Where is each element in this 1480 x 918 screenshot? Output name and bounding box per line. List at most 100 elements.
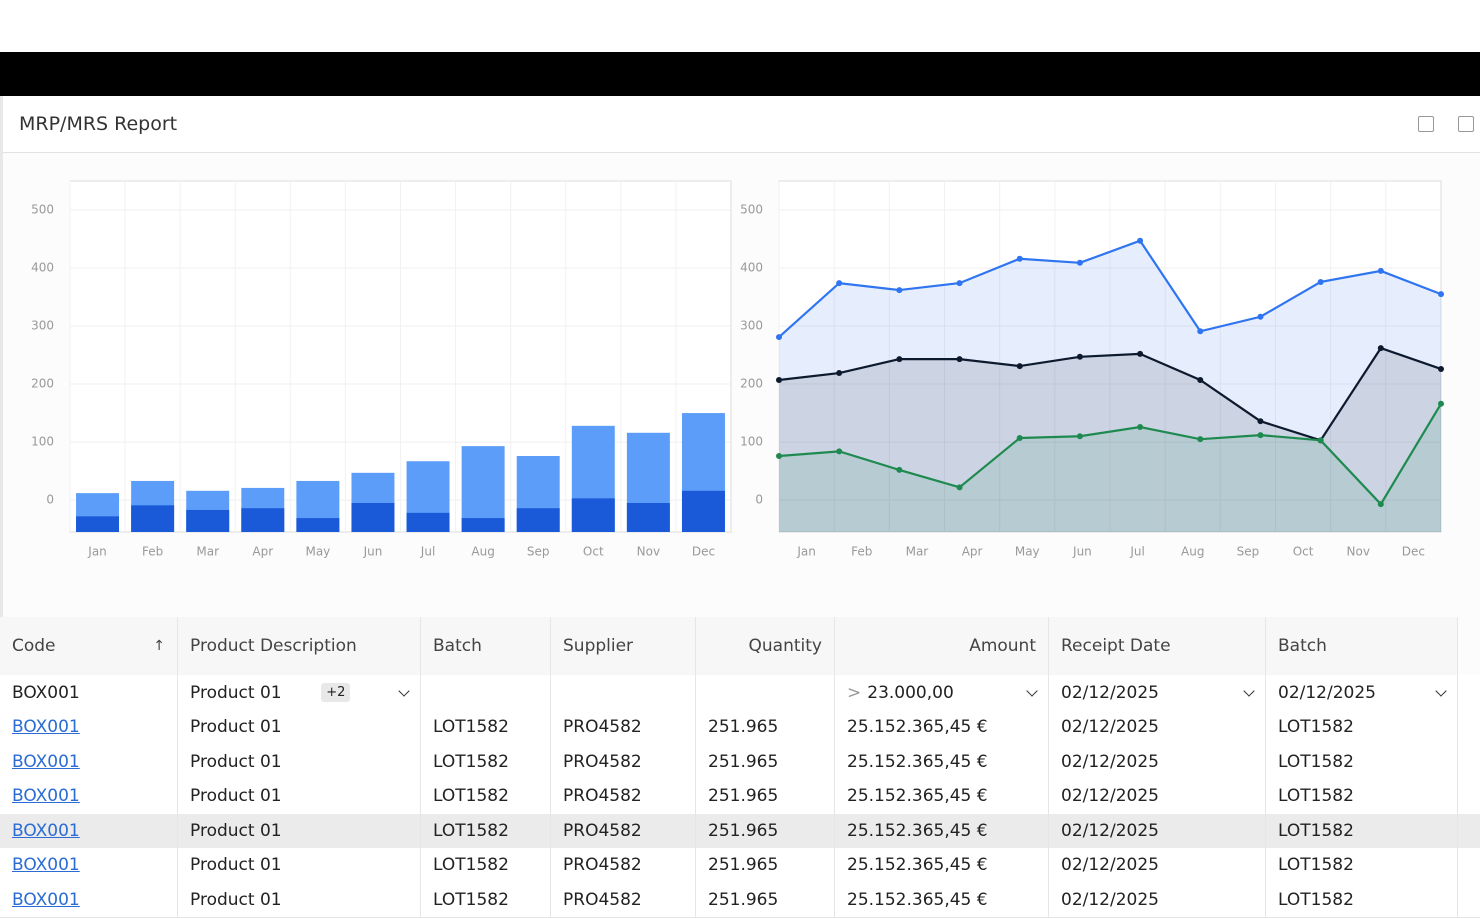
filter-value[interactable]: 23.000,00 <box>867 683 954 703</box>
sort-arrow: ↑ <box>153 638 165 654</box>
filter-value[interactable]: 02/12/2025 <box>1278 683 1376 703</box>
point <box>776 377 782 383</box>
cell-text: Product 01 <box>190 890 282 910</box>
cell: >23.000,00 <box>835 675 1049 710</box>
point <box>896 356 902 362</box>
column-header[interactable]: Batch <box>1278 636 1327 656</box>
point <box>1438 291 1444 297</box>
cell: 02/12/2025 <box>1049 848 1266 883</box>
cell-text: 251.965 <box>708 890 778 910</box>
column-header[interactable]: Receipt Date <box>1061 636 1171 656</box>
x-tick-label: Feb <box>851 545 872 559</box>
dropdown-arrow[interactable] <box>1243 685 1254 696</box>
bar <box>76 516 119 532</box>
cell: Product Description <box>178 617 421 675</box>
cell: LOT1582 <box>421 848 551 883</box>
y-tick-label: 500 <box>740 203 763 217</box>
filter-operator: > <box>847 683 861 703</box>
x-tick-label: Dec <box>692 545 715 559</box>
cell-text: Product 01 <box>190 752 282 772</box>
filter-value[interactable]: Product 01 <box>190 683 282 703</box>
x-tick-label: Nov <box>637 545 660 559</box>
column-header[interactable]: Supplier <box>563 636 633 656</box>
point <box>1017 435 1023 441</box>
cell-text: 25.152.365,45 € <box>847 786 988 806</box>
filter-value[interactable]: 02/12/2025 <box>1061 683 1159 703</box>
cell: LOT1582 <box>1266 883 1458 918</box>
cell-text: 25.152.365,45 € <box>847 752 988 772</box>
dropdown-arrow[interactable] <box>1435 685 1446 696</box>
x-tick-label: May <box>1015 545 1040 559</box>
cell-text: Product 01 <box>190 786 282 806</box>
point <box>957 484 963 490</box>
cell: Product 01 <box>178 779 421 814</box>
point <box>1378 501 1384 507</box>
cell: 251.965 <box>696 848 835 883</box>
code-link[interactable]: BOX001 <box>12 890 80 910</box>
column-header[interactable]: Quantity <box>749 636 822 656</box>
y-tick-label: 400 <box>740 261 763 275</box>
cell: Supplier <box>551 617 696 675</box>
cell-text: 25.152.365,45 € <box>847 717 988 737</box>
cell: Batch <box>421 617 551 675</box>
cell-text: 02/12/2025 <box>1061 821 1159 841</box>
bar <box>517 508 560 532</box>
code-link[interactable]: BOX001 <box>12 786 80 806</box>
cell: Product 01 <box>178 883 421 918</box>
column-header[interactable]: Batch <box>433 636 482 656</box>
code-link[interactable]: BOX001 <box>12 855 80 875</box>
point <box>1197 436 1203 442</box>
code-link[interactable]: BOX001 <box>12 821 80 841</box>
cell: LOT1582 <box>421 710 551 745</box>
cell-text: PRO4582 <box>563 752 642 772</box>
bar <box>131 505 174 532</box>
y-tick-label: 200 <box>740 377 763 391</box>
cell: 02/12/2025 <box>1049 745 1266 780</box>
bar <box>407 513 450 532</box>
dropdown-arrow[interactable] <box>398 685 409 696</box>
cell: PRO4582 <box>551 779 696 814</box>
filter-value[interactable]: BOX001 <box>12 683 80 703</box>
column-header[interactable]: Product Description <box>190 636 357 656</box>
filter-badge: +2 <box>321 683 350 702</box>
y-tick-label: 500 <box>31 203 54 217</box>
code-link[interactable]: BOX001 <box>12 752 80 772</box>
column-header[interactable]: Code <box>12 636 56 656</box>
x-tick-label: Oct <box>1293 545 1314 559</box>
point <box>1077 433 1083 439</box>
cell-text: PRO4582 <box>563 786 642 806</box>
header-row: Code ↑ Product Description Batch Supplier Qua… <box>0 617 1480 676</box>
cell: Product 01 <box>178 814 421 849</box>
cell: 02/12/2025 <box>1049 814 1266 849</box>
cell-text: LOT1582 <box>433 890 509 910</box>
cell: BOX001 <box>0 883 178 918</box>
cell: 251.965 <box>696 814 835 849</box>
bar <box>186 510 229 532</box>
point <box>1077 260 1083 266</box>
cell: PRO4582 <box>551 710 696 745</box>
cell-text: 251.965 <box>708 717 778 737</box>
cell-text: 25.152.365,45 € <box>847 890 988 910</box>
x-tick-label: Jan <box>796 545 816 559</box>
y-tick-label: 300 <box>740 319 763 333</box>
cell-text: LOT1582 <box>1278 717 1354 737</box>
cell-text: 25.152.365,45 € <box>847 855 988 875</box>
cell-text: 251.965 <box>708 855 778 875</box>
dropdown-arrow[interactable] <box>1026 685 1037 696</box>
cell: 02/12/2025 <box>1049 779 1266 814</box>
cell: 25.152.365,45 € <box>835 848 1049 883</box>
code-link[interactable]: BOX001 <box>12 717 80 737</box>
cell-text: PRO4582 <box>563 717 642 737</box>
cell-text: LOT1582 <box>1278 890 1354 910</box>
cell: BOX001 <box>0 745 178 780</box>
point <box>1378 345 1384 351</box>
cell: 02/12/2025 <box>1049 883 1266 918</box>
x-tick-label: Jun <box>363 545 383 559</box>
cell: LOT1582 <box>1266 848 1458 883</box>
cell: LOT1582 <box>1266 710 1458 745</box>
cell: PRO4582 <box>551 745 696 780</box>
x-tick-label: Jul <box>1129 545 1144 559</box>
column-header[interactable]: Amount <box>969 636 1036 656</box>
x-tick-label: Sep <box>1237 545 1260 559</box>
